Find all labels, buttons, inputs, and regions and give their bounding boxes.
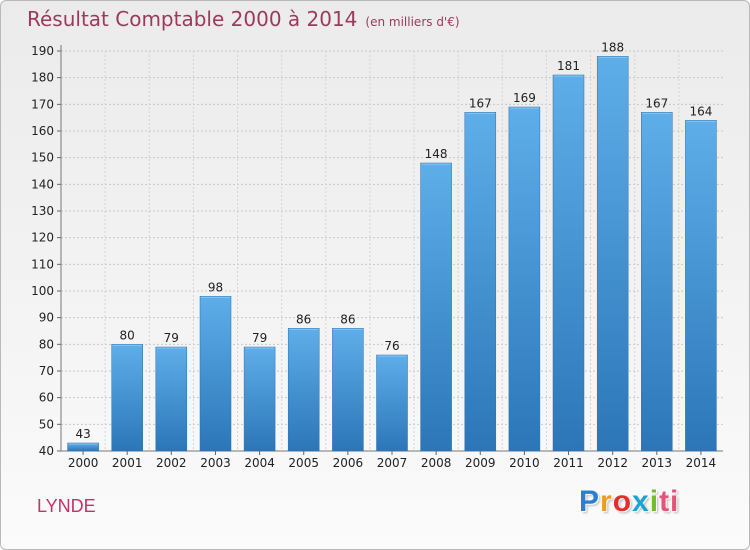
bar-2006	[332, 328, 364, 452]
x-tick-label-2006: 2006	[333, 456, 364, 470]
y-tick-label: 90	[39, 311, 54, 325]
x-tick-label-2011: 2011	[553, 456, 584, 470]
labels: 43 2000 80 2001 79 2002 98 2003 79 2004 86 2005 86 20…	[68, 40, 716, 470]
y-tick-label: 50	[39, 417, 54, 431]
value-label-2002: 79	[164, 331, 179, 345]
x-tick-label-2010: 2010	[509, 456, 540, 470]
y-tick-label: 70	[39, 364, 54, 378]
logo-letter: ti	[659, 485, 680, 518]
bar-2000	[67, 442, 99, 452]
bar-2014	[685, 120, 717, 452]
x-tick-label-2004: 2004	[244, 456, 275, 470]
x-tick-label-2001: 2001	[112, 456, 143, 470]
y-tick-label: 170	[31, 97, 54, 111]
value-label-2007: 76	[384, 339, 399, 353]
logo-letter: o	[612, 485, 633, 518]
bar-2001	[111, 344, 143, 452]
y-tick-label: 120	[31, 231, 54, 245]
value-label-2012: 188	[601, 40, 624, 54]
y-tick-label: 190	[31, 44, 54, 58]
chart-title-text: Résultat Comptable 2000 à 2014	[27, 7, 358, 31]
value-label-2006: 86	[340, 312, 355, 326]
bar-2007	[376, 354, 408, 452]
logo-letter: x	[632, 485, 650, 518]
grid-lines	[61, 50, 723, 452]
bar-2013	[641, 112, 673, 452]
value-label-2009: 167	[469, 96, 492, 110]
value-label-2010: 169	[513, 91, 536, 105]
chart-subtitle: (en milliers d'€)	[365, 15, 460, 29]
logo-letter: r	[600, 485, 613, 518]
value-label-2008: 148	[425, 147, 448, 161]
bar-2008	[420, 162, 452, 452]
bar-2005	[287, 328, 320, 452]
value-label-2011: 181	[557, 59, 580, 73]
bar-2002	[155, 346, 188, 452]
x-tick-label-2002: 2002	[156, 456, 187, 470]
bar-2003	[199, 296, 232, 452]
value-label-2004: 79	[252, 331, 267, 345]
y-tick-label: 130	[31, 204, 54, 218]
y-tick-label: 80	[39, 337, 54, 351]
bar-2004	[243, 346, 276, 452]
x-tick-label-2012: 2012	[597, 456, 628, 470]
bar-2009	[464, 112, 497, 452]
x-tick-label-2014: 2014	[686, 456, 717, 470]
value-label-2001: 80	[120, 328, 135, 342]
logo-letter: i	[649, 485, 660, 518]
y-tick-label: 180	[31, 71, 54, 85]
y-tick-label: 40	[39, 444, 54, 458]
value-label-2013: 167	[645, 96, 668, 110]
bar-2010	[508, 106, 541, 452]
y-tick-label: 140	[31, 177, 54, 191]
x-tick-label-2009: 2009	[465, 456, 496, 470]
commune-name: LYNDE	[37, 496, 96, 516]
y-tick-label: 110	[31, 257, 54, 271]
value-label-2005: 86	[296, 312, 311, 326]
y-tick-label: 60	[39, 391, 54, 405]
x-tick-label-2008: 2008	[421, 456, 452, 470]
bars	[67, 56, 717, 452]
bar-2011	[552, 74, 585, 452]
x-tick-label-2013: 2013	[642, 456, 673, 470]
y-tick-label: 160	[31, 124, 54, 138]
value-label-2003: 98	[208, 280, 223, 294]
y-tick-label: 100	[31, 284, 54, 298]
value-label-2000: 43	[75, 427, 90, 441]
chart-title: Résultat Comptable 2000 à 2014 (en millie…	[27, 7, 460, 31]
value-label-2014: 164	[689, 104, 712, 118]
y-tick-label: 150	[31, 151, 54, 165]
proxiti-logo: Proxiti	[579, 485, 679, 519]
bar-2012	[596, 56, 629, 452]
x-tick-label-2003: 2003	[200, 456, 231, 470]
x-tick-label-2007: 2007	[377, 456, 408, 470]
x-tick-label-2000: 2000	[68, 456, 99, 470]
logo-letter: P	[579, 485, 601, 518]
x-tick-label-2005: 2005	[288, 456, 319, 470]
